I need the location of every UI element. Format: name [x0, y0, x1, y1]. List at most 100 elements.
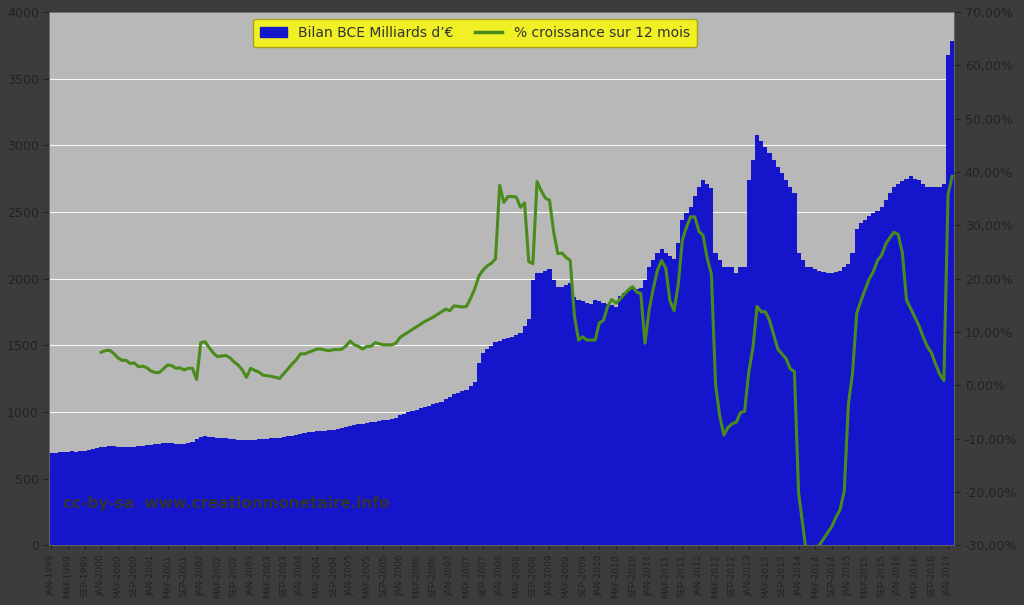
Bar: [241, 440, 245, 545]
Bar: [759, 142, 763, 545]
Bar: [863, 220, 867, 545]
Bar: [356, 424, 360, 545]
Bar: [692, 196, 697, 545]
Bar: [265, 439, 269, 545]
Bar: [57, 453, 61, 545]
Bar: [697, 187, 701, 545]
Bar: [676, 243, 680, 545]
Bar: [162, 443, 166, 545]
Bar: [908, 176, 912, 545]
Bar: [219, 438, 223, 545]
Bar: [415, 410, 419, 545]
Bar: [328, 430, 332, 545]
Bar: [49, 453, 53, 545]
Bar: [776, 166, 780, 545]
Bar: [568, 283, 572, 545]
Bar: [469, 386, 473, 545]
Bar: [377, 421, 381, 545]
Bar: [443, 399, 447, 545]
Bar: [340, 428, 344, 545]
Bar: [780, 173, 784, 545]
Bar: [597, 301, 601, 545]
Bar: [365, 423, 369, 545]
Bar: [880, 207, 884, 545]
Bar: [846, 264, 851, 545]
Bar: [108, 446, 112, 545]
Bar: [714, 253, 718, 545]
Bar: [510, 337, 514, 545]
Bar: [310, 432, 315, 545]
Bar: [294, 435, 298, 545]
Bar: [548, 269, 552, 545]
Bar: [888, 194, 892, 545]
Bar: [821, 272, 825, 545]
Bar: [215, 437, 219, 545]
Bar: [797, 253, 801, 545]
Bar: [460, 391, 465, 545]
Bar: [465, 390, 469, 545]
Bar: [128, 447, 132, 545]
Bar: [623, 293, 627, 545]
Bar: [668, 256, 672, 545]
Bar: [738, 267, 742, 545]
Bar: [91, 449, 95, 545]
Bar: [751, 160, 755, 545]
Bar: [390, 419, 394, 545]
Bar: [726, 267, 730, 545]
Bar: [635, 289, 639, 545]
Bar: [755, 135, 759, 545]
Bar: [481, 353, 485, 545]
Bar: [605, 304, 609, 545]
Bar: [273, 438, 278, 545]
Bar: [871, 214, 876, 545]
Bar: [70, 451, 74, 545]
Bar: [793, 194, 797, 545]
Bar: [585, 302, 589, 545]
Bar: [718, 260, 722, 545]
Bar: [825, 273, 829, 545]
Bar: [157, 444, 162, 545]
Bar: [859, 223, 863, 545]
Bar: [489, 346, 494, 545]
Bar: [763, 146, 767, 545]
Bar: [269, 438, 273, 545]
Bar: [618, 296, 623, 545]
Bar: [680, 220, 684, 545]
Bar: [926, 187, 930, 545]
Bar: [144, 445, 148, 545]
Bar: [178, 444, 182, 545]
Bar: [659, 249, 664, 545]
Bar: [373, 422, 377, 545]
Bar: [784, 180, 788, 545]
Bar: [651, 260, 655, 545]
Bar: [643, 280, 647, 545]
Bar: [829, 273, 834, 545]
Bar: [124, 447, 128, 545]
Bar: [199, 437, 203, 545]
Bar: [324, 431, 328, 545]
Bar: [132, 446, 136, 545]
Bar: [211, 437, 215, 545]
Bar: [904, 178, 908, 545]
Bar: [53, 453, 57, 545]
Bar: [95, 448, 99, 545]
Bar: [419, 408, 423, 545]
Bar: [112, 446, 116, 545]
Bar: [237, 440, 241, 545]
Bar: [398, 415, 402, 545]
Bar: [148, 445, 153, 545]
Bar: [838, 270, 842, 545]
Bar: [302, 433, 306, 545]
Bar: [772, 160, 776, 545]
Bar: [182, 444, 186, 545]
Bar: [577, 300, 581, 545]
Bar: [809, 267, 813, 545]
Bar: [639, 288, 643, 545]
Bar: [498, 341, 502, 545]
Bar: [203, 436, 207, 545]
Bar: [535, 273, 539, 545]
Bar: [278, 437, 282, 545]
Bar: [394, 417, 398, 545]
Bar: [560, 287, 564, 545]
Bar: [249, 440, 253, 545]
